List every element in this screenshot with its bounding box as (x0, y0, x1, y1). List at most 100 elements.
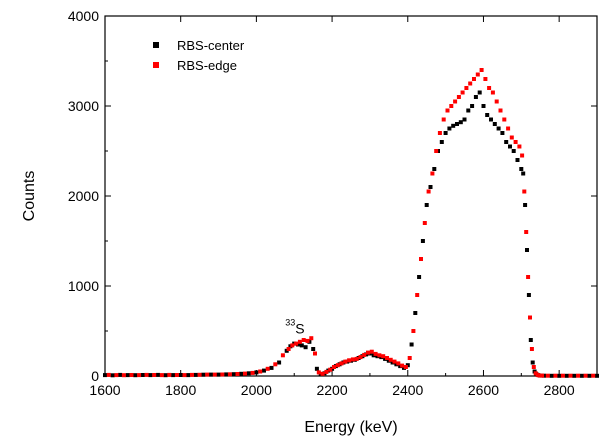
data-point (366, 350, 370, 355)
data-point (303, 345, 308, 350)
data-point (523, 203, 528, 207)
data-point (475, 72, 480, 77)
data-point (313, 351, 317, 356)
series-rbs-center (103, 90, 599, 378)
data-point (422, 221, 427, 225)
series-layer (103, 68, 599, 378)
data-point (350, 357, 355, 362)
data-point (426, 189, 431, 194)
data-point (171, 373, 176, 378)
data-point (526, 293, 531, 297)
data-point (451, 123, 456, 128)
data-point (156, 372, 160, 377)
data-point (294, 341, 299, 346)
data-point (466, 108, 471, 113)
data-point (324, 369, 329, 374)
y-tick-label: 2000 (68, 188, 99, 204)
data-point (209, 372, 213, 377)
data-point (262, 368, 266, 373)
data-point (560, 373, 565, 378)
data-point (400, 363, 405, 368)
data-point (309, 336, 314, 341)
data-point (477, 90, 482, 95)
data-point (137, 373, 142, 378)
data-point (557, 373, 562, 378)
data-point (347, 358, 352, 363)
data-point (595, 373, 599, 378)
annotation-layer: 33 S (285, 318, 304, 337)
data-point (277, 360, 282, 365)
x-tick-label: 2000 (241, 382, 272, 398)
data-point (568, 373, 573, 378)
data-point (403, 365, 408, 369)
y-tick-label: 1000 (68, 278, 99, 294)
data-point (525, 248, 529, 252)
data-point (231, 372, 236, 377)
data-point (485, 113, 490, 117)
data-point (415, 293, 420, 297)
data-point (235, 372, 240, 376)
data-point (521, 171, 526, 176)
data-point (305, 338, 310, 343)
data-point (297, 339, 302, 344)
data-point (524, 230, 529, 234)
data-point (537, 373, 542, 378)
data-point (419, 257, 423, 261)
data-point (316, 370, 321, 375)
y-axis-title: Counts (21, 171, 38, 222)
data-point (258, 369, 263, 374)
data-point (487, 86, 492, 90)
legend-label: RBS-center (177, 38, 245, 53)
data-point (545, 373, 550, 378)
x-tick-label: 1600 (89, 382, 120, 398)
legend-label: RBS-edge (177, 58, 237, 73)
data-point (549, 373, 554, 378)
data-point (441, 117, 446, 122)
data-point (481, 104, 486, 108)
data-point (354, 356, 359, 361)
data-point (472, 77, 476, 81)
data-point (186, 373, 191, 378)
data-point (517, 144, 522, 149)
data-point (470, 104, 475, 108)
data-point (280, 353, 285, 358)
data-point (388, 357, 393, 362)
data-point (148, 373, 153, 378)
x-tick-label: 2800 (544, 382, 575, 398)
data-point (227, 372, 232, 377)
x-tick-label: 2200 (316, 382, 347, 398)
data-point (479, 68, 484, 72)
legend-marker (153, 62, 159, 68)
data-point (579, 373, 584, 378)
annotation-label: S (295, 321, 304, 337)
data-point (460, 90, 465, 95)
data-point (407, 356, 412, 360)
data-point (381, 354, 386, 359)
data-point (424, 203, 429, 207)
data-point (522, 189, 527, 194)
data-point (531, 365, 536, 369)
data-point (343, 359, 348, 364)
data-point (273, 362, 278, 367)
x-axis-title: Energy (keV) (304, 419, 397, 436)
data-point (489, 117, 493, 122)
data-point (464, 86, 469, 90)
data-point (430, 171, 435, 176)
annotation-superscript: 33 (285, 318, 295, 328)
data-point (396, 361, 401, 366)
data-point (513, 140, 518, 144)
data-point (528, 315, 532, 320)
data-point (411, 329, 416, 333)
data-point (455, 122, 459, 126)
data-point (373, 351, 378, 356)
data-point (526, 275, 531, 279)
data-point (239, 371, 244, 376)
data-point (152, 373, 157, 377)
data-point (190, 372, 194, 377)
data-point (103, 373, 107, 378)
data-point (159, 373, 164, 378)
data-point (587, 373, 592, 378)
data-point (409, 342, 414, 347)
data-point (529, 347, 534, 351)
